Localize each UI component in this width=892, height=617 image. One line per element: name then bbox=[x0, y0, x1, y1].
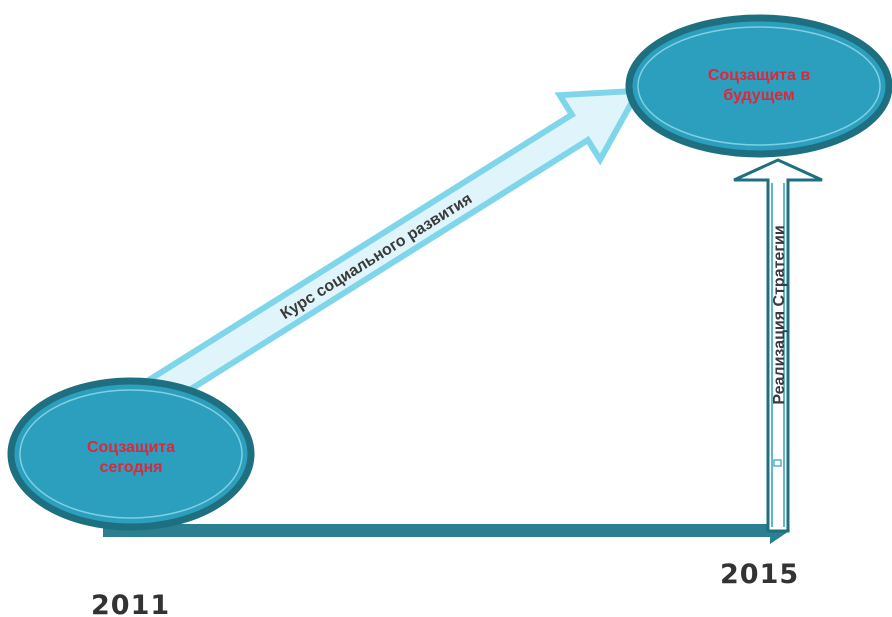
node-today-outer bbox=[7, 377, 255, 531]
strategy-arrow-shape bbox=[733, 158, 823, 533]
node-today-label-line2: сегодня bbox=[100, 459, 163, 476]
node-today-label-line1: Соцзащита bbox=[87, 439, 175, 456]
strategy-arrow-marker bbox=[773, 459, 782, 467]
strategy-arrow-label: Реализация Стратегии bbox=[771, 225, 788, 404]
year-end-label: 2015 bbox=[720, 559, 799, 590]
node-future-outer bbox=[625, 14, 892, 158]
course-arrow-shape bbox=[145, 87, 644, 409]
course-arrow-label: Курс социального развития bbox=[278, 190, 475, 323]
timeline-shaft bbox=[103, 524, 775, 537]
node-future: Соцзащита в будущем bbox=[625, 14, 892, 158]
strategy-arrow: Реализация Стратегии bbox=[733, 158, 823, 533]
course-arrow: Курс социального развития bbox=[145, 87, 644, 409]
node-future-inner-ring bbox=[637, 26, 881, 146]
timeline-arrow bbox=[103, 517, 790, 544]
year-start-label: 2011 bbox=[91, 590, 170, 617]
node-today: Соцзащита сегодня bbox=[7, 377, 255, 531]
node-today-inner-ring bbox=[19, 389, 243, 519]
node-future-label-line2: будущем bbox=[723, 87, 794, 104]
node-future-label-line1: Соцзащита в bbox=[708, 67, 811, 84]
